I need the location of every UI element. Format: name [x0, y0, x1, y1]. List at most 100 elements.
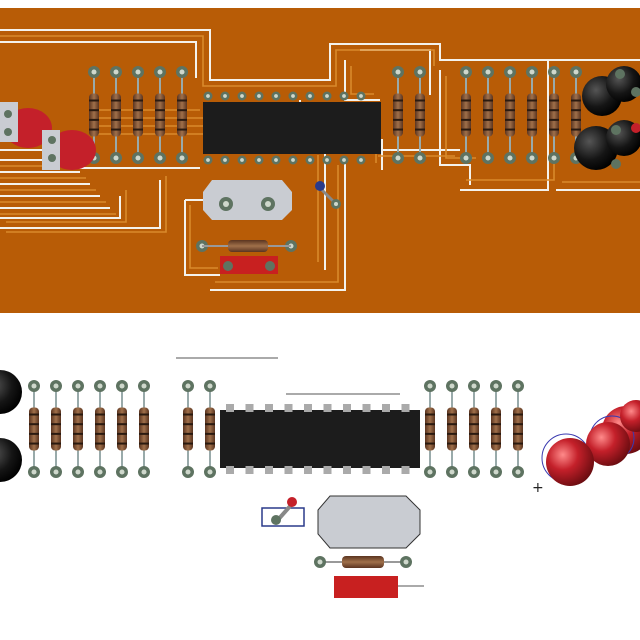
pad-hole — [113, 69, 119, 75]
pad-hole — [97, 383, 103, 389]
resistor-band — [155, 118, 165, 121]
ic-pin — [304, 404, 312, 412]
resistor-band — [505, 118, 515, 121]
resistor-band — [447, 432, 457, 435]
pad-hole — [135, 69, 141, 75]
resistor-band — [117, 423, 127, 426]
resistor-band — [447, 413, 457, 416]
pad-hole — [75, 469, 81, 475]
pad-hole — [113, 155, 119, 161]
resistor-band — [205, 432, 215, 435]
resistor-band — [51, 423, 61, 426]
pad-hole — [573, 69, 579, 75]
pad-hole — [274, 158, 278, 162]
ic-pin — [284, 404, 293, 412]
pad-hole — [529, 69, 535, 75]
resistor-band — [95, 432, 105, 435]
resistor-band — [469, 432, 479, 435]
pad-hole — [257, 94, 261, 98]
pad-hole — [291, 158, 295, 162]
pad-hole — [223, 158, 227, 162]
resistor-band — [461, 118, 471, 121]
resistor-band — [73, 432, 83, 435]
resistor-band — [133, 118, 143, 121]
pad-hole — [206, 158, 210, 162]
pad-hole — [185, 383, 191, 389]
resistor-band — [155, 109, 165, 112]
resistor-band — [177, 128, 187, 131]
pad-hole — [427, 383, 433, 389]
resistor-band — [415, 99, 425, 102]
pad-hole — [179, 155, 185, 161]
resistor-band — [469, 423, 479, 426]
pad-hole — [471, 469, 477, 475]
ic-pin — [382, 466, 390, 474]
red-leds-bottom — [541, 400, 640, 486]
resistor-band — [111, 118, 121, 121]
ic-pin — [265, 404, 273, 412]
resistor — [177, 93, 187, 137]
resistor-band — [89, 118, 99, 121]
resistor-band — [177, 109, 187, 112]
ic-chip-bottom — [220, 404, 420, 474]
pad-hole — [471, 383, 477, 389]
crystal-top — [203, 180, 292, 220]
pad-hole — [325, 158, 329, 162]
resistor-band — [117, 432, 127, 435]
left-connector-top — [0, 102, 96, 170]
resistor — [29, 407, 39, 451]
ic-pin — [226, 404, 234, 412]
pad-hole — [179, 69, 185, 75]
pad-hole — [257, 158, 261, 162]
jumper-top — [315, 181, 341, 209]
pad-hole — [274, 94, 278, 98]
ic-pin — [226, 466, 234, 474]
resistor-band — [73, 413, 83, 416]
pad-hole — [206, 94, 210, 98]
resistor — [73, 407, 83, 451]
pad-hole — [463, 155, 469, 161]
pad-hole — [485, 155, 491, 161]
pad-hole — [75, 383, 81, 389]
resistor-band — [415, 128, 425, 131]
pad-hole — [185, 469, 191, 475]
resistor-band — [29, 413, 39, 416]
ic-pin — [323, 466, 332, 474]
resistor-band — [447, 423, 457, 426]
ic-pin — [323, 404, 332, 412]
resistor — [527, 93, 537, 137]
pad-hole — [359, 94, 363, 98]
pad-hole — [119, 383, 125, 389]
resistor-band — [491, 413, 501, 416]
resistor-band — [527, 128, 537, 131]
pad-hole — [529, 155, 535, 161]
pad-hole — [31, 383, 37, 389]
resistor-band — [95, 442, 105, 445]
resistor-band — [461, 109, 471, 112]
resistor-band — [139, 413, 149, 416]
resistor — [469, 407, 479, 451]
capacitor-top — [220, 256, 278, 274]
pad-hole — [515, 469, 521, 475]
ic-chip-top — [203, 91, 381, 165]
resistor-band — [415, 118, 425, 121]
resistor — [513, 407, 523, 451]
pad-hole — [427, 469, 433, 475]
resistor — [51, 407, 61, 451]
resistor-band — [95, 423, 105, 426]
resistor-band — [117, 442, 127, 445]
pad-hole — [91, 69, 97, 75]
pad-hole — [207, 383, 213, 389]
resistor-band — [571, 109, 581, 112]
resistor-band — [111, 109, 121, 112]
resistor-band — [95, 413, 105, 416]
resistor-band — [89, 109, 99, 112]
resistor-band — [505, 99, 515, 102]
resistor — [393, 93, 403, 137]
resistor-band — [117, 413, 127, 416]
resistor — [205, 407, 215, 451]
ic-pin — [245, 466, 254, 474]
resistor-band — [505, 109, 515, 112]
pad-hole — [395, 155, 401, 161]
resistor-band — [183, 432, 193, 435]
